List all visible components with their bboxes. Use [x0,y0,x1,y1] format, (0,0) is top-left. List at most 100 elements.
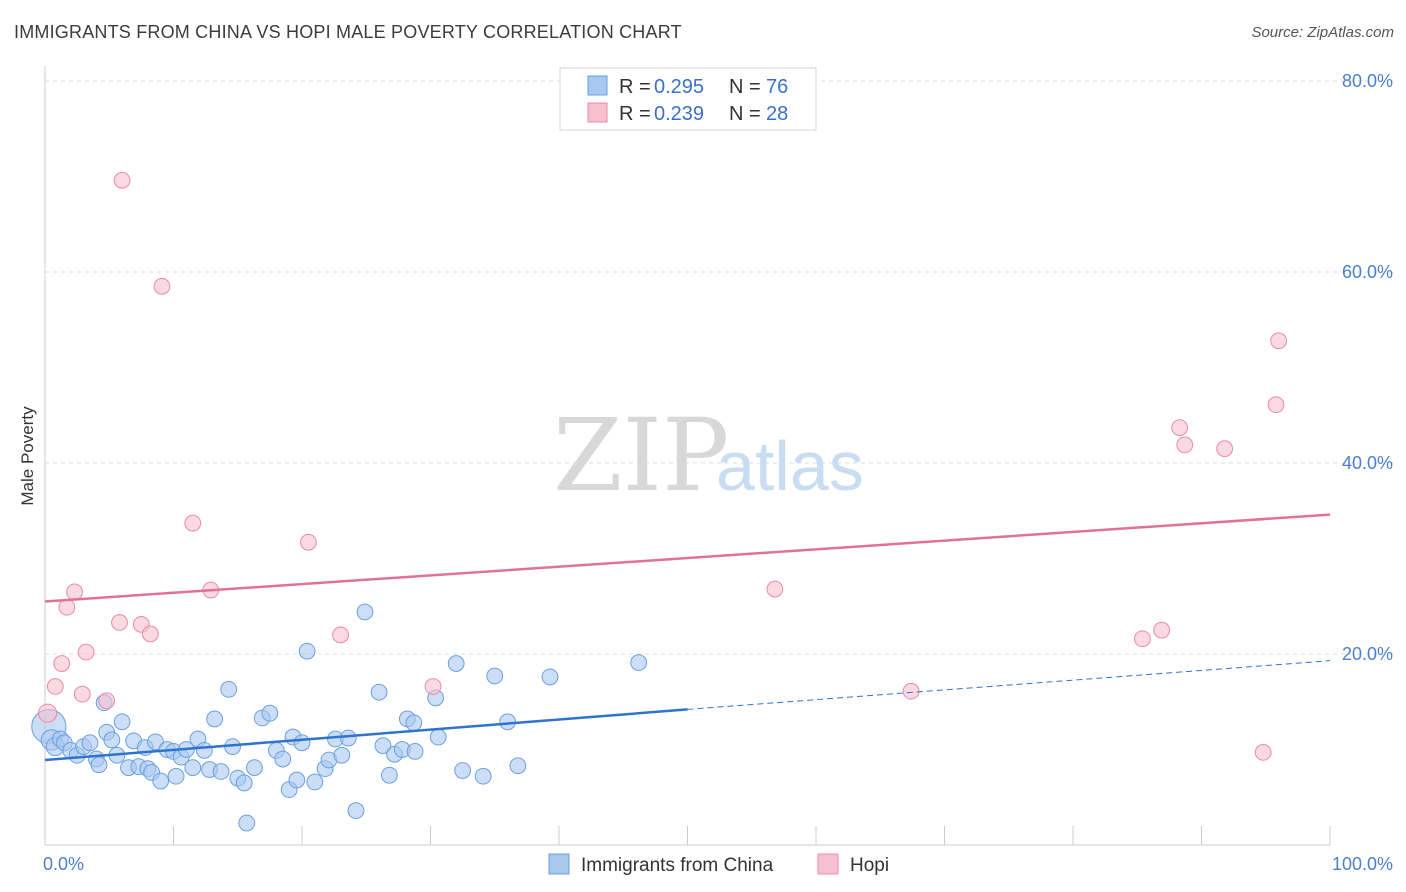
hopi-point [1254,743,1272,761]
china-point [630,654,648,671]
hopi-point [113,171,131,189]
legend-swatch-hopi [587,102,608,123]
legend-r-value-1: 0.295 [654,76,704,98]
x-tick-label-100: 100.0% [1332,854,1393,874]
china-point [246,759,263,777]
tick-labels: 20.0% 40.0% 60.0% 80.0% 0.0% 100.0% [43,71,1393,874]
china-point [184,759,202,777]
china-point [261,704,279,722]
china-point [81,734,99,752]
hopi-point [1133,630,1151,648]
legend-n-label-1: N = [729,76,761,98]
hopi-point [1176,436,1194,454]
trend-lines [44,513,1331,762]
china-point [499,713,517,731]
china-trend-line [44,708,688,762]
hopi-trend-line [44,513,1331,603]
hopi-point [73,685,91,703]
legend-n-value-2: 28 [766,103,788,125]
china-point [90,756,108,774]
gridlines [45,80,1393,655]
china-point [103,731,121,749]
y-tick-label-80: 80.0% [1342,71,1393,91]
china-point [333,746,351,764]
china-point [147,733,164,751]
x-tick-label-0: 0.0% [43,854,84,874]
watermark: ZIP atlas [553,397,864,514]
china-point [235,774,253,792]
hopi-point [902,682,920,700]
hopi-point [1171,419,1189,437]
watermark-atlas: atlas [716,427,864,505]
hopi-point [1216,440,1234,458]
hopi-point [46,678,64,695]
hopi-point [1270,332,1287,350]
china-point [356,603,374,621]
china-point [306,773,324,791]
bottom-legend-label-hopi: Hopi [850,855,889,876]
china-point [406,743,424,760]
china-point [206,710,224,728]
hopi-point [300,533,317,551]
hopi-point [153,277,171,295]
hopi-point [58,598,76,616]
y-tick-label-60: 60.0% [1342,262,1393,282]
china-point [405,714,423,732]
hopi-point [766,580,784,598]
legend-r-label-2: R = [619,103,651,125]
y-tick-label-40: 40.0% [1342,453,1393,473]
china-point [288,771,306,789]
bottom-legend-swatch-hopi [817,853,839,875]
china-point [220,680,238,698]
china-point [212,763,230,780]
source-label: Source: ZipAtlas.com [1251,24,1394,41]
chart-title: IMMIGRANTS FROM CHINA VS HOPI MALE POVER… [14,22,682,42]
legend-n-value-1: 76 [766,76,788,98]
china-point [113,713,131,731]
hopi-point [53,655,71,672]
hopi-point [1153,621,1171,639]
china-point [339,729,357,747]
china-point [509,757,527,775]
china-point [152,772,170,790]
china-point [293,734,311,752]
china-point [167,767,185,785]
legend: R = 0.295 N = 76 R = 0.239 N = 28 [559,67,817,131]
china-point [486,667,504,685]
hopi-point [332,626,349,644]
hopi-point [1267,396,1285,414]
legend-r-label-1: R = [619,76,651,98]
legend-r-value-2: 0.239 [654,103,704,125]
hopi-point [77,643,95,661]
bottom-legend: Immigrants from China Hopi [548,853,889,876]
china-point [274,750,292,768]
data-points [31,171,1287,832]
hopi-point [98,692,116,710]
y-tick-label-20: 20.0% [1342,644,1393,664]
china-point [374,737,392,755]
hopi-point [66,583,83,601]
china-trend-line-extension [687,660,1331,710]
china-point [474,767,492,785]
china-point [298,642,316,660]
legend-swatch-china [587,75,608,96]
china-point [370,683,388,701]
china-point [238,814,256,832]
china-point [541,668,559,686]
hopi-point [111,614,128,631]
china-point [195,742,213,759]
bottom-legend-label-china: Immigrants from China [581,855,774,876]
bottom-legend-swatch-china [548,853,570,875]
china-point [380,766,398,784]
china-point [447,655,465,672]
china-point [347,802,365,820]
axes [44,66,1331,846]
china-point [454,762,472,779]
hopi-point [38,703,58,723]
china-point [429,728,447,746]
legend-n-label-2: N = [729,103,761,125]
hopi-point [141,625,159,643]
watermark-zip: ZIP [553,397,729,514]
hopi-point [424,678,442,695]
